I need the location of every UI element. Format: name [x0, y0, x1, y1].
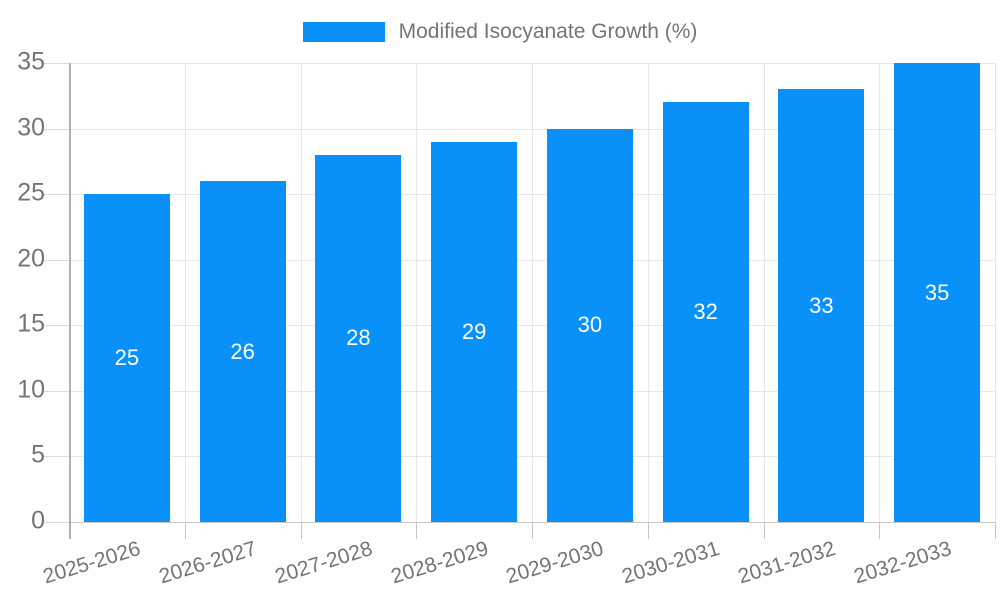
y-tick — [44, 128, 69, 130]
y-axis-tick-label: 20 — [17, 244, 45, 273]
x-axis-category-label: 2026-2027 — [156, 537, 260, 589]
x-axis-category-label: 2031-2032 — [735, 537, 839, 589]
bar-value-label: 32 — [693, 299, 718, 325]
bar-value-label: 29 — [461, 318, 487, 344]
bar[interactable]: 35 — [894, 63, 981, 522]
x-gridline — [763, 63, 765, 522]
bar-value-label: 33 — [809, 292, 834, 318]
bar-value-label: 30 — [577, 312, 603, 338]
y-axis-tick-label: 15 — [17, 309, 45, 338]
y-axis-tick-label: 10 — [17, 375, 45, 404]
bar-value-label: 25 — [114, 345, 140, 371]
bar-value-label: 28 — [346, 325, 371, 351]
x-tick — [532, 522, 533, 539]
x-axis-category-label: 2025-2026 — [40, 537, 144, 589]
x-tick — [995, 522, 996, 539]
x-tick — [647, 522, 649, 539]
y-tick — [44, 194, 69, 196]
x-axis-category-label: 2029-2030 — [503, 537, 607, 589]
bar[interactable]: 28 — [315, 154, 402, 522]
bar-value-label: 35 — [924, 279, 950, 305]
x-axis-category-label: 2027-2028 — [272, 537, 376, 589]
legend[interactable]: Modified Isocyanate Growth (%) — [0, 13, 1000, 51]
x-tick — [184, 522, 186, 539]
x-tick — [300, 522, 302, 539]
x-gridline — [300, 63, 302, 522]
bar[interactable]: 25 — [83, 194, 170, 522]
x-gridline — [879, 63, 881, 522]
bar[interactable]: 32 — [662, 102, 749, 522]
legend-label: Modified Isocyanate Growth (%) — [398, 20, 698, 43]
x-gridline — [532, 63, 533, 522]
y-axis-tick-label: 35 — [17, 47, 45, 76]
y-axis-tick-label: 0 — [31, 506, 45, 535]
x-gridline — [416, 63, 418, 522]
x-gridline — [184, 63, 186, 522]
y-axis-tick-label: 25 — [17, 178, 45, 207]
y-axis-line — [69, 63, 71, 539]
y-tick — [44, 522, 69, 523]
y-tick — [44, 325, 69, 327]
x-gridline — [647, 63, 649, 522]
y-axis-tick-label: 5 — [31, 440, 45, 469]
x-tick — [416, 522, 418, 539]
x-axis-category-label: 2030-2031 — [619, 537, 723, 589]
legend-swatch — [302, 22, 385, 42]
y-tick — [44, 259, 69, 261]
bar[interactable]: 29 — [431, 141, 518, 522]
x-axis-category-label: 2032-2033 — [851, 537, 954, 589]
x-tick — [879, 522, 881, 539]
y-axis-tick-label: 30 — [17, 112, 45, 141]
bar[interactable]: 26 — [199, 181, 286, 522]
x-gridline — [995, 63, 996, 522]
bar[interactable]: 33 — [778, 89, 865, 522]
bar-value-label: 26 — [230, 338, 255, 364]
y-tick — [44, 456, 69, 458]
y-tick — [44, 63, 69, 64]
bar[interactable]: 30 — [546, 128, 633, 522]
y-tick — [44, 390, 69, 392]
x-tick — [763, 522, 765, 539]
x-axis-category-label: 2028-2029 — [388, 537, 491, 589]
